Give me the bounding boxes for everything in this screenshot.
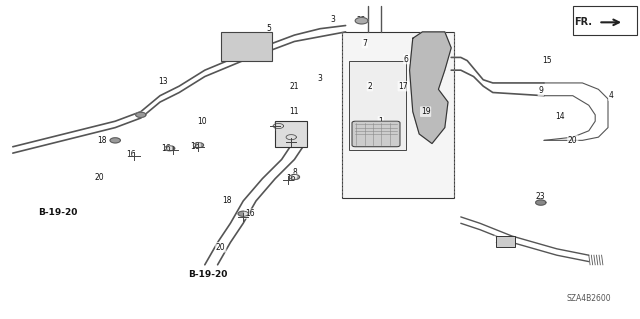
Text: 3: 3 [317,74,323,83]
Polygon shape [410,32,451,144]
Text: 16: 16 [190,142,200,151]
Text: 17: 17 [398,82,408,91]
Text: 5: 5 [266,24,271,33]
Text: 12: 12 [495,236,504,245]
Text: 16: 16 [289,133,300,142]
Polygon shape [110,138,120,143]
Text: 16: 16 [273,122,284,130]
Text: 15: 15 [542,56,552,65]
Text: 9: 9 [538,86,543,95]
Bar [342,32,454,198]
Bar [573,6,637,35]
Polygon shape [289,174,300,180]
Text: 23: 23 [536,192,546,201]
Text: 20: 20 [568,136,578,145]
Bar [275,121,307,147]
Text: 7: 7 [362,39,367,48]
Text: 19: 19 [420,107,431,116]
Bar [496,236,515,247]
Text: 11: 11 [290,107,299,116]
Polygon shape [136,112,146,117]
Text: 22: 22 [357,16,366,25]
Text: 14: 14 [555,112,565,121]
Polygon shape [193,143,204,148]
Polygon shape [536,200,546,205]
Text: 18: 18 [98,136,107,145]
FancyBboxPatch shape [352,121,400,147]
Text: 3: 3 [330,15,335,24]
Text: B-19-20: B-19-20 [188,270,228,279]
Polygon shape [273,123,284,129]
Text: FR.: FR. [574,17,592,27]
Text: 6: 6 [404,55,409,63]
Text: 4: 4 [609,91,614,100]
Text: SZA4B2600: SZA4B2600 [566,294,611,303]
Text: 21: 21 [290,82,299,91]
Text: 18: 18 [223,197,232,205]
Polygon shape [355,18,368,24]
Text: 16: 16 [161,144,172,153]
Text: 16: 16 [244,209,255,218]
Text: 2: 2 [367,82,372,91]
Text: 16: 16 [286,174,296,183]
Text: 1: 1 [378,117,383,126]
Bar [221,32,272,61]
Text: 13: 13 [158,77,168,86]
Text: 16: 16 [126,150,136,159]
Polygon shape [286,135,296,140]
Text: 10: 10 [196,117,207,126]
Polygon shape [164,146,175,151]
Bar [349,61,406,150]
Polygon shape [238,211,248,216]
Text: 20: 20 [216,243,226,252]
Text: 20: 20 [94,173,104,182]
Text: B-19-20: B-19-20 [38,208,77,217]
Text: 8: 8 [292,168,297,177]
